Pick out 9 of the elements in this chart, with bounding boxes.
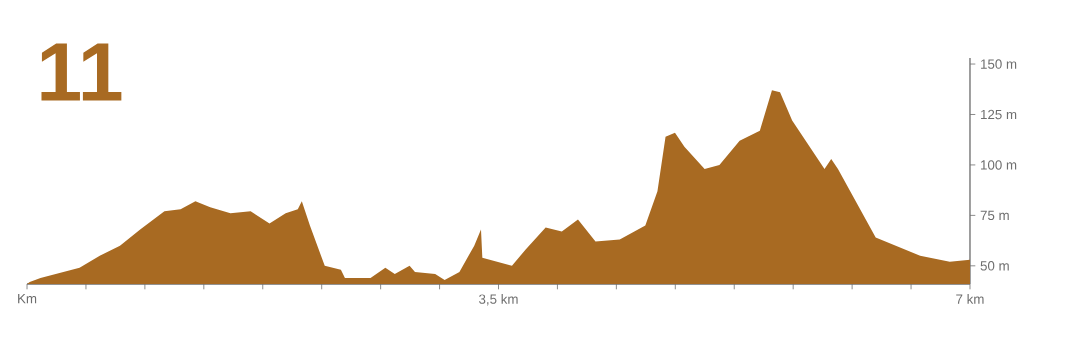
y-tick-label: 150 m	[981, 59, 1017, 69]
y-tick-label: 125 m	[981, 109, 1017, 120]
y-tick-label: 50 m	[980, 261, 1009, 271]
y-tick-label: 75 m	[980, 210, 1009, 221]
y-tick-label: 100 m	[981, 160, 1017, 170]
x-tick-label: 3,5 km	[479, 294, 518, 306]
x-tick-label: Km	[18, 294, 37, 304]
chart-title: 11	[41, 43, 122, 101]
x-tick-label: 7 km	[956, 294, 984, 304]
